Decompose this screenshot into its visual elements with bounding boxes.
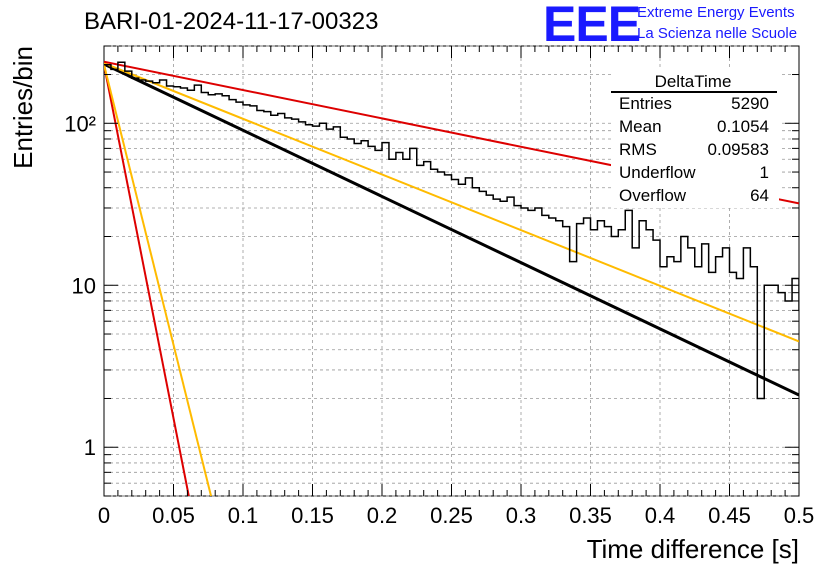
run-title: BARI-01-2024-11-17-00323 bbox=[84, 8, 379, 35]
stats-row-value: 1 bbox=[760, 163, 769, 182]
x-tick-label: 0.3 bbox=[506, 503, 537, 528]
x-tick-label: 0.5 bbox=[784, 503, 815, 528]
x-tick-label: 0.35 bbox=[569, 503, 612, 528]
x-tick-label: 0.45 bbox=[708, 503, 751, 528]
x-tick-label: 0 bbox=[98, 503, 110, 528]
fit-curve bbox=[104, 64, 213, 496]
stats-row-label: Entries bbox=[619, 94, 672, 113]
eee-logo-icon: EEE bbox=[543, 0, 641, 52]
fit-curve bbox=[104, 64, 190, 496]
fit-curve bbox=[104, 62, 799, 343]
x-axis-label: Time difference [s] bbox=[587, 534, 799, 564]
x-tick-label: 0.1 bbox=[228, 503, 259, 528]
x-tick-label: 0.05 bbox=[152, 503, 195, 528]
stats-box: DeltaTime Entries 5290 Mean 0.1054 RMS 0.0958… bbox=[611, 70, 779, 208]
histogram bbox=[104, 61, 799, 400]
stats-row-value: 5290 bbox=[731, 94, 769, 113]
stats-row-label: Overflow bbox=[619, 186, 687, 205]
x-tick-label: 0.25 bbox=[430, 503, 473, 528]
axes: 0 0.05 0.1 0.15 0.2 0.25 0.3 0.35 0.4 0.45 0.5 1 10 1… bbox=[64, 45, 815, 528]
x-tick-label: 0.15 bbox=[291, 503, 334, 528]
y-tick-label: 10² bbox=[64, 111, 96, 136]
stats-row-label: RMS bbox=[619, 140, 657, 159]
stats-row-value: 0.1054 bbox=[717, 117, 769, 136]
logo-tagline-1: Extreme Energy Events bbox=[637, 4, 795, 21]
fit-curve bbox=[104, 62, 799, 397]
stats-row-label: Underflow bbox=[619, 163, 696, 182]
y-tick-label: 1 bbox=[84, 435, 96, 460]
stats-row-value: 64 bbox=[750, 186, 769, 205]
x-tick-label: 0.4 bbox=[645, 503, 676, 528]
y-tick-label: 10 bbox=[72, 273, 96, 298]
x-tick-label: 0.2 bbox=[367, 503, 398, 528]
stats-row-value: 0.09583 bbox=[708, 140, 769, 159]
grid bbox=[104, 45, 799, 497]
logo-tagline-2: La Scienza nelle Scuole bbox=[637, 25, 798, 42]
stats-title: DeltaTime bbox=[655, 72, 732, 91]
y-axis-label: Entries/bin bbox=[8, 46, 38, 169]
stats-row-label: Mean bbox=[619, 117, 662, 136]
histogram-outline bbox=[104, 61, 799, 400]
